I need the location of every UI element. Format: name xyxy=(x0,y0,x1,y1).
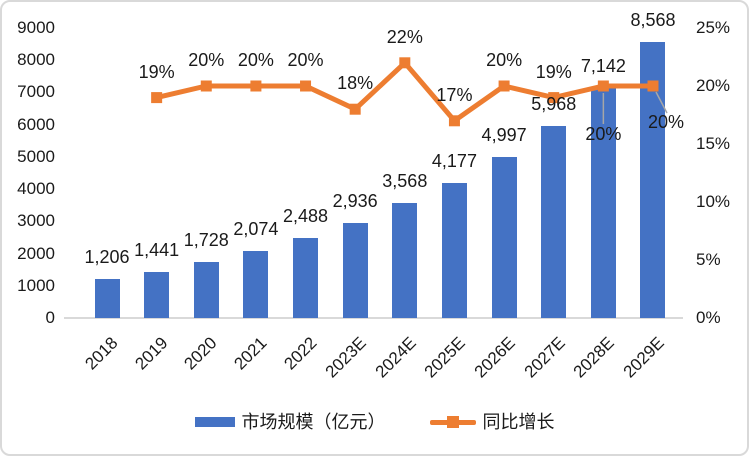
y-axis-tick-left: 9000 xyxy=(17,18,55,37)
x-axis-line xyxy=(64,317,683,319)
y-axis-tick-right: 25% xyxy=(696,18,731,37)
y-axis-tick-right: 20% xyxy=(696,76,731,95)
y-axis-tick-right: 5% xyxy=(696,250,721,269)
y-axis-tick-left: 3000 xyxy=(17,211,55,231)
line-marker xyxy=(349,103,361,115)
growth-value-label: 20% xyxy=(647,112,684,132)
growth-value-label: 18% xyxy=(337,73,374,94)
bar-2019 xyxy=(144,271,170,318)
line-marker xyxy=(151,92,163,104)
line-marker xyxy=(250,80,262,92)
bar-value-label: 2,488 xyxy=(283,205,329,226)
growth-value-label: 20% xyxy=(188,50,225,70)
growth-value-label: 17% xyxy=(436,84,473,105)
line-marker xyxy=(548,92,560,104)
y-axis-tick-right: 10% xyxy=(696,192,731,211)
y-axis-tick-left: 0 xyxy=(45,308,55,327)
line-marker xyxy=(399,57,411,69)
growth-value-label: 19% xyxy=(138,61,175,82)
y-axis-tick-left: 8000 xyxy=(17,50,55,70)
line-marker xyxy=(300,80,312,92)
line-marker xyxy=(647,80,659,92)
legend-item-market-size: 市场规模（亿元） xyxy=(194,412,386,432)
legend: 市场规模（亿元） 同比增长 xyxy=(2,412,747,432)
growth-value-label: 22% xyxy=(386,26,423,47)
bar-value-label: 4,997 xyxy=(481,124,527,145)
bar-value-label: 1,728 xyxy=(183,230,229,251)
bar-value-label: 5,968 xyxy=(531,93,577,114)
y-axis-tick-left: 6000 xyxy=(17,114,55,134)
y-axis-tick-right: 15% xyxy=(696,134,731,153)
line-series-swatch-icon xyxy=(429,416,476,428)
legend-label-market-size: 市场规模（亿元） xyxy=(241,412,386,432)
bar-value-label: 2,074 xyxy=(233,219,279,240)
growth-value-label: 19% xyxy=(535,61,572,82)
line-marker xyxy=(448,115,460,127)
growth-value-label: 20% xyxy=(486,50,523,70)
y-axis-tick-left: 4000 xyxy=(17,179,55,199)
y-axis-tick-right: 0% xyxy=(696,308,721,327)
y-axis-tick-left: 2000 xyxy=(17,243,55,263)
growth-value-label: 20% xyxy=(287,50,324,70)
bar-2027E xyxy=(541,125,567,318)
bar-value-label: 3,568 xyxy=(382,171,428,192)
y-axis-tick-left: 1000 xyxy=(17,275,55,295)
bar-2018 xyxy=(94,279,120,318)
bar-2022 xyxy=(293,237,319,318)
bar-series-swatch-icon xyxy=(194,417,235,427)
growth-line xyxy=(156,59,653,125)
label-leader-line xyxy=(655,91,668,114)
legend-label-yoy-growth: 同比增长 xyxy=(482,412,555,432)
line-marker xyxy=(597,80,609,92)
y-axis-tick-left: 5000 xyxy=(17,146,55,166)
bar-2024E xyxy=(392,203,418,318)
bar-value-label: 4,177 xyxy=(431,151,477,172)
bar-2028E xyxy=(590,87,616,318)
bar-2023E xyxy=(342,223,368,318)
bar-value-label: 1,206 xyxy=(84,247,130,268)
bar-2026E xyxy=(491,156,517,318)
growth-value-label: 20% xyxy=(237,50,274,70)
bar-value-label: 2,936 xyxy=(332,191,378,212)
bar-2021 xyxy=(243,251,269,318)
bar-value-label: 7,142 xyxy=(580,55,626,76)
line-marker xyxy=(200,80,212,92)
growth-value-label: 20% xyxy=(585,124,622,144)
bar-value-label: 1,441 xyxy=(134,239,180,260)
y-axis-tick-left: 7000 xyxy=(17,82,55,102)
line-marker xyxy=(498,80,510,92)
bar-2025E xyxy=(441,183,467,318)
legend-item-yoy-growth: 同比增长 xyxy=(429,412,555,432)
bar-value-label: 8,568 xyxy=(630,9,676,30)
bar-2020 xyxy=(193,262,219,318)
